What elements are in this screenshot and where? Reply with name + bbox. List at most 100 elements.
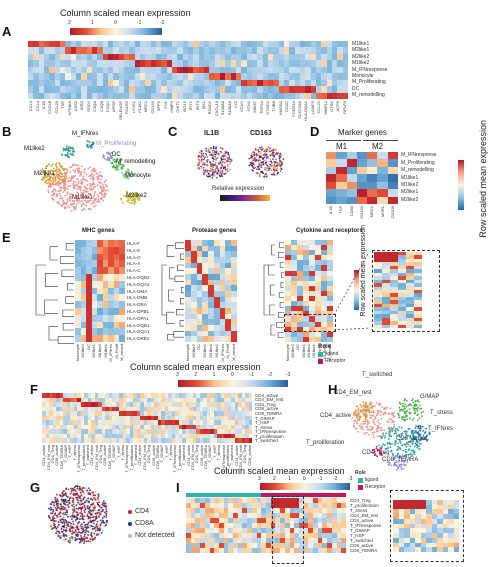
panel-a-cell xyxy=(332,79,338,87)
panel-e-protease-cell xyxy=(208,268,214,274)
panel-a-cell xyxy=(108,53,114,61)
panel-i-cell xyxy=(204,533,210,538)
scatter-point xyxy=(93,186,95,189)
scatter-point xyxy=(279,152,282,155)
panel-f-cell xyxy=(108,429,112,434)
scatter-point xyxy=(97,499,100,501)
panel-a-cell xyxy=(54,60,60,67)
scatter-point xyxy=(92,143,95,146)
scatter-point xyxy=(252,162,255,164)
scatter-point xyxy=(206,175,209,178)
scatter-point xyxy=(59,519,62,522)
panel-e-cytokine-cell xyxy=(291,326,297,332)
scatter-point xyxy=(66,515,69,518)
panel-f-cell xyxy=(231,393,235,398)
scatter-point xyxy=(89,189,92,191)
scatter-point xyxy=(69,166,72,169)
panel-a-cell xyxy=(49,66,55,74)
panel-a-cell xyxy=(97,92,103,99)
scatter-point xyxy=(63,506,66,509)
scatter-point xyxy=(373,431,376,434)
panel-e-protease-cell xyxy=(231,273,237,280)
panel-d-cell xyxy=(356,166,368,175)
scatter-point xyxy=(403,443,406,446)
panel-e-protease-cell xyxy=(208,240,214,246)
panel-e-mhc-cell xyxy=(119,328,125,336)
panel-f-cell xyxy=(227,429,231,434)
scatter-point xyxy=(259,162,262,164)
panel-i-cell xyxy=(313,528,318,533)
panel-e-cytokine-cell xyxy=(303,265,309,271)
scatter-point xyxy=(74,519,77,521)
panel-f-cell xyxy=(171,424,175,430)
scatter-point xyxy=(102,500,105,503)
scatter-point xyxy=(397,445,400,448)
col-label: CXCL10 xyxy=(213,101,219,117)
panel-a-cell xyxy=(300,47,306,54)
panel-a-cell xyxy=(305,86,311,93)
panel-a-cell xyxy=(140,47,146,54)
scatter-point xyxy=(65,145,68,148)
panel-a-cell xyxy=(182,41,188,48)
panel-i-cell xyxy=(256,498,262,503)
scatter-point xyxy=(94,204,97,207)
panel-e-zoom-cell xyxy=(406,262,414,266)
scatter-point xyxy=(411,398,414,400)
panel-e-cytokine-cell xyxy=(303,321,309,327)
panel-e-zoom-cell xyxy=(414,272,422,277)
panel-i-cell xyxy=(190,508,196,513)
panel-i-cell xyxy=(233,498,238,503)
scatter-point xyxy=(403,408,406,410)
panel-f-cell xyxy=(77,433,81,439)
scatter-point xyxy=(257,159,260,162)
scatter-point xyxy=(61,495,64,498)
panel-e-cytokine-cell xyxy=(321,301,327,307)
panel-i-cell xyxy=(327,513,332,518)
scatter-point xyxy=(422,434,425,437)
scatter-point xyxy=(53,501,55,504)
scatter-point xyxy=(73,486,76,489)
panel-i-cell xyxy=(284,528,290,533)
colorbar-tick: 1 xyxy=(212,372,216,378)
col-label: M_IFNres xyxy=(108,344,114,362)
panel-f-cell xyxy=(77,397,81,403)
panel-i-cell xyxy=(209,518,215,523)
panel-f-cell xyxy=(168,433,172,439)
scatter-point xyxy=(376,409,379,412)
scatter-point xyxy=(100,181,102,184)
scatter-point xyxy=(362,405,365,407)
panel-a-cell xyxy=(113,47,119,54)
scatter-point xyxy=(387,412,390,415)
panel-a-cell xyxy=(310,47,316,54)
panel-f-cell xyxy=(91,424,95,430)
panel-a-cell xyxy=(209,53,215,61)
panel-a-cell xyxy=(278,86,284,93)
panel-e-cytokine-cell xyxy=(291,306,297,312)
panel-f-cell xyxy=(122,393,126,398)
scatter-point xyxy=(105,524,108,526)
panel-f-cell xyxy=(164,429,168,434)
scatter-point xyxy=(407,434,409,437)
panel-e-zoom-cell xyxy=(406,307,414,311)
panel-e-protease-cell xyxy=(196,268,203,274)
panel-f-cell xyxy=(203,429,207,434)
scatter-point xyxy=(53,520,56,522)
scatter-point xyxy=(69,147,72,150)
scatter-point xyxy=(411,430,413,433)
panel-f-cell xyxy=(164,433,168,439)
panel-i-cell xyxy=(251,518,257,523)
scatter-point xyxy=(99,508,102,510)
colorbar-tick: 2 xyxy=(68,20,71,26)
panel-f-cell xyxy=(189,402,193,407)
panel-f-cell xyxy=(91,420,95,425)
panel-i-cell xyxy=(218,513,224,518)
scatter-point xyxy=(356,416,359,419)
panel-e-zoom-cell xyxy=(390,276,398,280)
panel-f-cell xyxy=(87,438,91,443)
row-label: CD4_EM_rest xyxy=(255,397,284,403)
scatter-point xyxy=(217,153,220,155)
scatter-point xyxy=(85,204,88,207)
scatter-point xyxy=(72,205,75,208)
panel-a-cell xyxy=(166,86,172,93)
panel-e-protease-cell xyxy=(225,313,232,320)
